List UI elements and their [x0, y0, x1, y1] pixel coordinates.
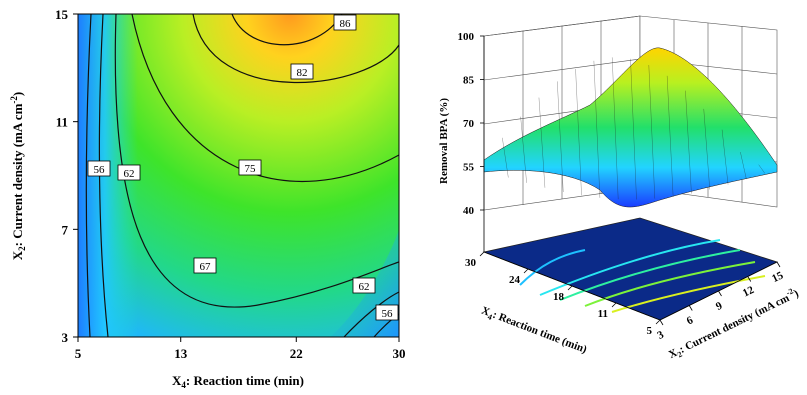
- cd-tick-mark: [688, 305, 693, 311]
- contour-x-axis-label: X4: Reaction time (min): [172, 373, 304, 390]
- x-tick-label: 5: [75, 346, 82, 361]
- floor-contour-line: [519, 249, 586, 286]
- contour-line-62-left: [98, 14, 109, 337]
- x-tick-label: 22: [290, 346, 303, 361]
- contour-label-box: [290, 63, 314, 80]
- contour-x-ticks: 5 13 22 30: [75, 337, 406, 361]
- contour-label-box: [117, 164, 141, 181]
- rt-tick-mark: [567, 285, 573, 291]
- contour-label-box: [375, 304, 399, 321]
- mesh-line: [557, 81, 564, 192]
- x-tick-label: 30: [393, 346, 406, 361]
- contour-line-67: [114, 14, 399, 308]
- mesh-line: [685, 90, 692, 194]
- surface-reaction-time-ticks: 30 24 18 11 5: [465, 251, 661, 337]
- cd-tick-label: 3: [656, 328, 667, 341]
- mesh-line: [740, 151, 747, 180]
- contour-line-56-left: [85, 14, 92, 337]
- y-tick-label: 11: [56, 115, 68, 130]
- surface-z-axis-label: Removal BPA (%): [438, 98, 450, 184]
- contour-label: 62: [359, 281, 370, 293]
- rt-tick-label: 24: [509, 274, 521, 286]
- mesh-line: [630, 58, 637, 200]
- cd-tick-label: 15: [770, 269, 786, 285]
- mesh-line: [611, 57, 619, 200]
- surface-current-density-ticks: 3 6 9 12 15: [656, 261, 786, 342]
- z-tick-label: 100: [458, 31, 475, 43]
- floor-contour-lines: [519, 239, 766, 313]
- mesh-line: [520, 116, 527, 183]
- contour-label: 82: [297, 67, 308, 79]
- surface-reaction-time-label: X4: Reaction time (min): [479, 305, 589, 358]
- mesh-line: [648, 65, 656, 199]
- y-tick-label: 3: [62, 330, 69, 345]
- contour-line-62-right: [343, 291, 399, 337]
- contour-labels: 86 82 75 67 62 56 62 56: [87, 14, 399, 321]
- rt-tick-mark: [611, 302, 617, 308]
- mesh-line: [721, 129, 729, 185]
- mesh-line: [538, 97, 546, 188]
- mesh-line: [666, 75, 674, 197]
- cd-tick-mark: [718, 290, 722, 297]
- cd-tick-label: 6: [685, 314, 696, 327]
- z-tick-label: 85: [463, 75, 475, 87]
- contour-label: 56: [94, 164, 106, 176]
- contour-label: 62: [124, 168, 135, 180]
- response-surface: [483, 47, 778, 208]
- cd-tick-label: 9: [714, 299, 725, 312]
- mesh-line: [703, 108, 710, 190]
- contour-label-box: [238, 159, 262, 176]
- contour-label: 75: [245, 163, 257, 175]
- contour-line-82: [192, 14, 399, 83]
- contour-y-axis-label: X2: Current density (mA cm-2): [9, 92, 27, 260]
- cd-tick-label: 12: [741, 284, 757, 300]
- contour-label-box: [333, 14, 357, 31]
- surface-mesh: [502, 57, 765, 200]
- z-tick-label: 40: [463, 205, 475, 217]
- contour-label-box: [193, 257, 217, 274]
- contour-y-ticks: 3 7 11 15: [55, 7, 78, 345]
- cd-tick-mark: [747, 276, 752, 282]
- cd-tick-mark: [659, 319, 664, 326]
- contour-plot-frame: [77, 13, 400, 338]
- mesh-line: [593, 60, 601, 198]
- floor-contour-line: [539, 239, 721, 296]
- contour-label-box: [352, 277, 376, 294]
- contour-label: 56: [382, 308, 394, 320]
- mesh-line: [502, 137, 509, 178]
- z-tick-label: 55: [463, 162, 475, 174]
- surface-plot: 40 55 70 85 100 Removal BPA (%) 30 24 18 11 5 3 6…: [438, 15, 801, 361]
- rt-tick-label: 18: [553, 291, 565, 303]
- contour-plot: 86 82 75 67 62 56 62 56 5 13 22 30 3 7 11 15 X4: Reac…: [9, 7, 406, 390]
- floor-contour-line: [559, 249, 741, 301]
- contour-line-75: [131, 14, 399, 183]
- rt-tick-mark: [523, 268, 529, 274]
- x-tick-label: 13: [174, 346, 188, 361]
- cd-tick-mark: [776, 261, 781, 268]
- y-tick-label: 7: [62, 222, 69, 237]
- contour-label: 67: [200, 261, 212, 273]
- rt-tick-label: 11: [598, 308, 608, 320]
- rt-tick-mark: [655, 319, 661, 325]
- mesh-line: [758, 164, 765, 174]
- contour-label-box: [87, 160, 111, 177]
- floor-contour-line: [584, 261, 756, 307]
- contour-label: 86: [340, 18, 352, 30]
- contour-line-86: [231, 14, 343, 46]
- z-tick-label: 70: [463, 118, 475, 130]
- rt-tick-label: 30: [465, 257, 477, 269]
- mesh-line: [575, 68, 582, 196]
- rt-tick-mark: [479, 251, 485, 257]
- surface-z-ticks: 40 55 70 85 100: [458, 31, 484, 217]
- y-tick-label: 15: [55, 7, 69, 22]
- rt-tick-label: 5: [647, 325, 653, 337]
- floor-contour-line: [611, 275, 766, 313]
